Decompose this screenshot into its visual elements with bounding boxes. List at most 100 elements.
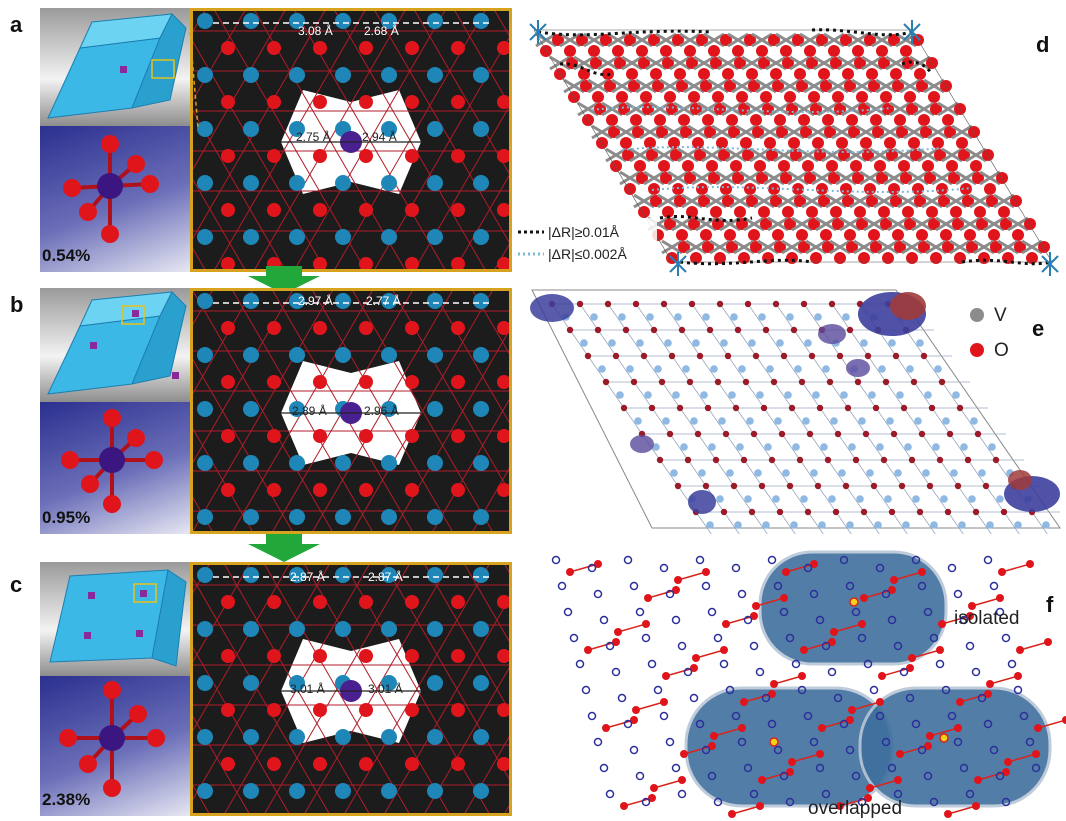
doping-percent-a: 0.54% bbox=[42, 246, 91, 265]
dimer-bond bbox=[653, 779, 683, 789]
dimer-atom bbox=[908, 654, 916, 662]
vanadium-atom bbox=[197, 455, 213, 471]
oxygen-atom bbox=[872, 404, 880, 412]
oxygen-atom bbox=[804, 45, 816, 57]
vanadium-bond bbox=[631, 32, 653, 48]
oxygen-atom bbox=[740, 456, 748, 464]
oxygen-atom bbox=[712, 456, 720, 464]
vanadium-atom bbox=[335, 175, 351, 191]
dimer-atom bbox=[860, 594, 868, 602]
oxygen-atom bbox=[738, 103, 750, 115]
vacancy-site bbox=[917, 745, 927, 755]
oxygen-atom bbox=[642, 103, 654, 115]
dopant-star-top-right bbox=[903, 20, 921, 44]
bond-line bbox=[959, 407, 979, 435]
oxygen-atom bbox=[750, 430, 758, 438]
dim-top-left-c: 2.87 Å bbox=[290, 570, 325, 584]
bond-line bbox=[779, 511, 796, 534]
vanadium-atom bbox=[914, 417, 922, 425]
vanadium-atom bbox=[335, 67, 351, 83]
oxygen-atom bbox=[497, 649, 509, 663]
vanadium-atom bbox=[858, 417, 866, 425]
vanadium-atom bbox=[197, 675, 213, 691]
vacancy-site bbox=[845, 745, 855, 755]
oxygen-atom bbox=[814, 482, 822, 490]
oxygen-atom bbox=[856, 91, 868, 103]
vanadium-bond bbox=[751, 32, 773, 48]
bond-line bbox=[901, 485, 921, 513]
oxygen-atom bbox=[750, 114, 762, 126]
bond-line bbox=[957, 485, 977, 513]
bond-line bbox=[715, 459, 735, 487]
vacancy-site bbox=[629, 745, 639, 755]
oxygen-atom bbox=[728, 126, 740, 138]
oxygen-atom bbox=[854, 57, 866, 69]
oxygen-atom bbox=[714, 378, 722, 386]
oxygen-atom bbox=[688, 218, 700, 230]
dim-mid-left-a: 2.75 Å bbox=[296, 130, 331, 144]
dimer-atom bbox=[866, 784, 874, 792]
vanadium-atom bbox=[289, 509, 305, 525]
vacancy-site bbox=[923, 771, 933, 781]
vanadium-atom bbox=[381, 621, 397, 637]
oxygen-atom bbox=[1024, 218, 1036, 230]
oxygen-atom bbox=[313, 703, 327, 717]
supercell-thumbnail-c bbox=[40, 562, 190, 676]
dimer-bond bbox=[971, 597, 1001, 607]
oxygen-atom bbox=[742, 149, 754, 161]
vanadium-bond bbox=[913, 101, 935, 117]
vacancy-site bbox=[731, 563, 741, 573]
vanadium-bond bbox=[703, 32, 725, 48]
oxygen-atom bbox=[894, 114, 906, 126]
oxygen-atom bbox=[662, 206, 674, 218]
oxygen-atom bbox=[836, 137, 848, 149]
oxygen-atom bbox=[754, 160, 766, 172]
vanadium-bond bbox=[865, 101, 887, 117]
vanadium-atom bbox=[802, 417, 810, 425]
vanadium-atom bbox=[988, 443, 996, 451]
vanadium-bond bbox=[879, 124, 901, 140]
vanadium-atom bbox=[473, 347, 489, 363]
oxygen-atom bbox=[818, 195, 830, 207]
dimer-atom bbox=[966, 612, 974, 620]
vanadium-atom bbox=[726, 469, 734, 477]
dopant-star-bottom-right bbox=[1041, 252, 1059, 276]
vanadium-atom bbox=[874, 521, 882, 529]
bond-line bbox=[193, 11, 246, 102]
oxygen-atom bbox=[660, 172, 672, 184]
lattice-view-a bbox=[190, 8, 512, 272]
oxygen-atom bbox=[564, 45, 576, 57]
vacancy-site bbox=[893, 789, 903, 799]
dimer-atom bbox=[738, 724, 746, 732]
vacancy-site bbox=[695, 555, 705, 565]
vanadium-bond bbox=[643, 170, 665, 186]
bond-line bbox=[454, 174, 509, 269]
vanadium-atom bbox=[646, 313, 654, 321]
bond-line bbox=[975, 511, 992, 534]
bond-line bbox=[1003, 511, 1020, 534]
oxygen-atom bbox=[650, 326, 658, 334]
vanadium-bond bbox=[823, 32, 845, 48]
vacancy-site bbox=[821, 789, 831, 799]
oxygen-atom bbox=[916, 80, 928, 92]
dimer-atom bbox=[780, 594, 788, 602]
bond-line bbox=[304, 565, 450, 813]
doping-percent-b: 0.95% bbox=[42, 508, 91, 527]
vanadium-atom bbox=[427, 67, 443, 83]
bond-line bbox=[845, 485, 865, 513]
bond-line bbox=[891, 511, 908, 534]
vanadium-atom bbox=[968, 495, 976, 503]
vanadium-bond bbox=[709, 239, 731, 255]
oxygen-atom bbox=[760, 218, 772, 230]
vacancy-site bbox=[623, 719, 633, 729]
vacancy-site bbox=[671, 763, 681, 773]
vacancy-site bbox=[665, 589, 675, 599]
bond-line bbox=[193, 646, 290, 813]
oxygen-atom bbox=[918, 430, 926, 438]
vanadium-bond bbox=[811, 170, 833, 186]
dimer-atom bbox=[614, 628, 622, 636]
oxygen-atom bbox=[824, 456, 832, 464]
bond-line bbox=[663, 303, 683, 331]
vanadium-bond bbox=[619, 170, 641, 186]
defect-grid-f bbox=[551, 555, 1066, 818]
